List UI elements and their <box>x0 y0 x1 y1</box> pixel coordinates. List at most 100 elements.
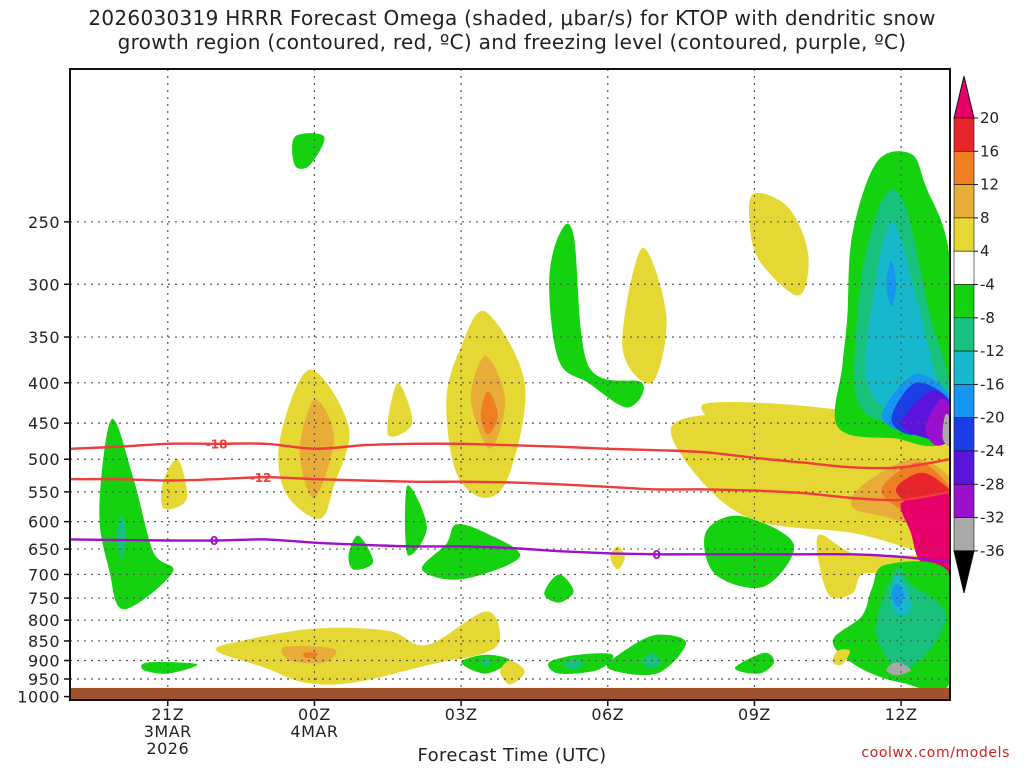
x-tick-label: 06Z <box>591 705 624 724</box>
grid-lines <box>70 69 950 700</box>
omega-shading <box>99 133 950 692</box>
y-tick-label: 650 <box>28 540 60 559</box>
x-tick-label: 03Z <box>445 705 478 724</box>
omega-shaded-region <box>480 656 491 667</box>
colorbar-label: -28 <box>980 475 1005 493</box>
x-tick-label: 09Z <box>738 705 771 724</box>
omega-shaded-region <box>832 649 850 666</box>
omega-shaded-region <box>886 662 911 676</box>
omega-shaded-region <box>942 413 950 447</box>
y-tick-label: 450 <box>28 414 60 433</box>
colorbar-segment <box>953 483 975 518</box>
y-tick-label: 350 <box>28 328 60 347</box>
omega-shaded-region <box>404 485 427 556</box>
y-tick-label: 400 <box>28 374 60 393</box>
omega-shaded-region <box>215 611 501 685</box>
source-credit[interactable]: coolwx.com/models <box>861 745 1010 761</box>
colorbar-segment <box>953 250 975 285</box>
omega-shaded-region <box>292 133 325 169</box>
chart-title-line-1: 2026030319 HRRR Forecast Omega (shaded, … <box>88 6 936 30</box>
omega-shaded-region <box>421 524 521 580</box>
contour-line <box>70 442 950 470</box>
colorbar-segment <box>953 317 975 352</box>
omega-shaded-region <box>670 401 950 599</box>
colorbar-label: 12 <box>980 176 999 194</box>
contour-line <box>70 475 950 502</box>
omega-shaded-region <box>748 192 809 296</box>
x-axis-title: Forecast Time (UTC) <box>417 745 607 766</box>
colorbar-segment <box>953 184 975 219</box>
colorbar-label: -4 <box>980 276 995 294</box>
x-tick-label: 4MAR <box>290 722 338 741</box>
colorbar-label: 4 <box>980 242 990 260</box>
x-tick-label: 00Z <box>298 705 331 724</box>
colorbar-label: 8 <box>980 209 990 227</box>
colorbar-label: -16 <box>980 375 1005 393</box>
y-tick-label: 900 <box>28 652 60 671</box>
omega-shaded-region <box>610 546 625 570</box>
contour-label: -18 <box>206 437 228 451</box>
colorbar-segment <box>953 151 975 185</box>
omega-shaded-region <box>606 634 686 676</box>
y-tick-label: 600 <box>28 513 60 532</box>
y-tick-label: 700 <box>28 565 60 584</box>
omega-shaded-region <box>549 223 644 408</box>
chart-title-line-2: growth region (contoured, red, ºC) and f… <box>117 30 907 54</box>
y-tick-label: 1000 <box>17 688 60 707</box>
omega-shaded-region <box>734 652 775 674</box>
contour-label: -12 <box>250 471 272 485</box>
omega-shaded-region <box>544 574 574 603</box>
omega-shaded-region <box>886 260 897 307</box>
contour-label: 0 <box>652 548 660 562</box>
omega-shaded-region <box>622 247 667 384</box>
colorbar-label: -12 <box>980 342 1005 360</box>
y-tick-label: 500 <box>28 450 60 469</box>
colorbar-top-arrow <box>953 75 975 119</box>
colorbar-label: -36 <box>980 542 1005 560</box>
colorbar-label: -8 <box>980 309 995 327</box>
contour-label: 0 <box>210 534 218 548</box>
y-tick-label: 950 <box>28 670 60 689</box>
y-tick-label: 800 <box>28 611 60 630</box>
colorbar-segment <box>953 350 975 385</box>
colorbar-label: -32 <box>980 509 1005 527</box>
colorbar-label: -20 <box>980 409 1005 427</box>
y-tick-label: 550 <box>28 483 60 502</box>
omega-shaded-region <box>865 221 950 416</box>
colorbar-segment <box>953 117 975 152</box>
colorbar-bottom-arrow <box>953 550 975 594</box>
y-axis-pressure: 2503003504004505005506006507007508008509… <box>17 213 70 707</box>
x-tick-label: 2026 <box>146 739 189 758</box>
colorbar-segment <box>953 217 975 252</box>
x-tick-label: 21Z <box>151 705 184 724</box>
colorbar-segment <box>953 384 975 418</box>
omega-shaded-region <box>704 515 795 589</box>
temperature-contours: -18 -12 0 0 <box>70 437 950 564</box>
colorbar-label: 20 <box>980 109 999 127</box>
y-tick-label: 750 <box>28 589 60 608</box>
y-tick-label: 250 <box>28 213 60 232</box>
omega-shaded-region <box>141 662 198 674</box>
omega-shaded-region <box>563 658 584 670</box>
omega-shaded-region <box>303 652 318 659</box>
colorbar-label: 16 <box>980 142 999 160</box>
y-tick-label: 300 <box>28 275 60 294</box>
colorbar-segment <box>953 417 975 452</box>
colorbar-segment <box>953 450 975 485</box>
x-tick-label: 3MAR <box>144 722 192 741</box>
plot-frame <box>69 68 951 701</box>
colorbar-label: -24 <box>980 442 1005 460</box>
colorbar-legend: 20 16 12 8 4 -4 -8 -12 -16 -20 -24 -28 -32 -36 <box>953 75 1005 594</box>
chart-title: 2026030319 HRRR Forecast Omega (shaded, … <box>0 6 1024 54</box>
omega-shaded-region <box>116 515 127 560</box>
contour-line <box>70 538 950 564</box>
omega-shaded-region <box>500 660 525 685</box>
colorbar-segment <box>953 517 975 552</box>
ground-fill <box>70 687 950 700</box>
ground-surface <box>70 687 950 700</box>
y-tick-label: 850 <box>28 632 60 651</box>
omega-shaded-region <box>99 418 174 610</box>
x-tick-label: 12Z <box>885 705 918 724</box>
